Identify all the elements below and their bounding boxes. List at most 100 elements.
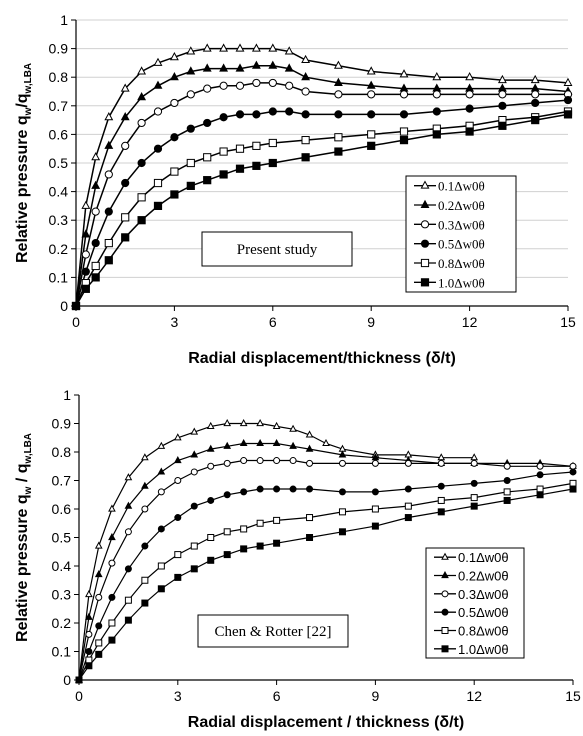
series-line — [78, 422, 475, 681]
data-point — [203, 84, 212, 93]
data-point — [121, 233, 130, 242]
x-tick-label: 0 — [72, 314, 80, 330]
data-point — [536, 485, 544, 493]
data-point — [202, 63, 212, 72]
data-point — [170, 167, 179, 176]
data-point — [137, 92, 147, 101]
data-point — [268, 107, 277, 116]
y-tick-label: 0.8 — [49, 69, 69, 85]
data-point — [334, 110, 343, 119]
data-point — [498, 121, 507, 130]
series-4 — [75, 468, 577, 684]
data-point — [190, 502, 198, 510]
data-point — [563, 110, 573, 119]
data-point — [153, 80, 163, 89]
data-point — [404, 502, 412, 510]
data-point — [305, 444, 314, 452]
data-point — [207, 556, 215, 564]
data-point — [75, 676, 83, 684]
data-point — [91, 273, 100, 282]
y-tick-label: 0.7 — [52, 473, 72, 489]
data-point — [120, 112, 130, 121]
data-point — [251, 60, 261, 69]
data-point — [124, 616, 132, 624]
x-tick-label: 15 — [565, 688, 581, 704]
data-point — [202, 43, 212, 52]
data-point — [108, 593, 116, 601]
series-6 — [75, 485, 577, 684]
data-point — [268, 78, 277, 88]
data-point — [91, 238, 100, 248]
data-point — [157, 525, 165, 533]
data-point — [536, 462, 544, 470]
data-point — [174, 551, 182, 559]
y-tick-label: 0.2 — [52, 615, 72, 631]
data-point — [569, 485, 577, 493]
data-point — [470, 479, 478, 487]
data-point — [190, 450, 199, 458]
data-point — [108, 559, 116, 567]
data-point — [268, 43, 278, 52]
data-point — [85, 612, 93, 620]
data-point — [251, 43, 261, 52]
data-point — [153, 178, 163, 188]
data-point — [190, 542, 198, 550]
legend-marker — [420, 220, 430, 229]
data-point — [301, 72, 311, 81]
x-tick-label: 9 — [372, 688, 380, 704]
y-tick-label: 0.6 — [49, 126, 69, 142]
series-1 — [71, 43, 573, 310]
data-point — [498, 90, 507, 99]
data-point — [503, 488, 511, 496]
data-point — [170, 190, 179, 199]
data-point — [470, 459, 478, 467]
legend-label: 0.5Δw0θ — [458, 605, 509, 620]
data-point — [124, 565, 132, 573]
annotation-box — [201, 231, 353, 267]
data-point — [157, 467, 166, 475]
data-point — [285, 107, 294, 116]
data-point — [432, 107, 441, 116]
data-point — [240, 525, 248, 533]
data-point — [223, 418, 232, 427]
data-point — [108, 619, 116, 627]
data-point — [81, 267, 90, 276]
data-point — [536, 471, 544, 479]
data-point — [273, 457, 281, 465]
data-point — [219, 147, 228, 156]
data-point — [256, 485, 264, 493]
data-point — [338, 508, 346, 516]
data-point — [240, 545, 248, 553]
data-point — [563, 77, 573, 86]
series-2 — [71, 60, 573, 310]
series-line — [75, 65, 569, 307]
data-point — [306, 534, 314, 541]
data-point — [465, 83, 475, 92]
data-point — [272, 421, 281, 429]
data-point — [94, 570, 103, 578]
x-tick-label: 9 — [367, 314, 375, 330]
data-point — [219, 170, 228, 179]
data-point — [104, 238, 113, 248]
data-point — [338, 459, 346, 467]
data-point — [203, 118, 212, 128]
annotation-text: Present study — [237, 242, 318, 258]
y-tick-label: 0.2 — [49, 241, 69, 257]
data-point — [289, 457, 297, 465]
data-point — [95, 650, 103, 658]
data-point — [95, 639, 103, 647]
data-point — [371, 459, 379, 467]
data-point — [223, 459, 231, 467]
data-point — [173, 433, 182, 441]
y-tick-label: 0.1 — [49, 269, 69, 285]
data-point — [289, 424, 297, 432]
legend-marker — [441, 627, 449, 634]
data-point — [284, 63, 294, 72]
data-point — [563, 95, 573, 105]
data-point — [207, 496, 215, 504]
data-point — [239, 438, 248, 447]
legend-box — [405, 175, 517, 293]
legend-marker — [420, 278, 430, 287]
y-tick-label: 0.9 — [52, 416, 72, 432]
y-axis-label: Relative pressure qw/qw,LBA — [14, 63, 34, 263]
